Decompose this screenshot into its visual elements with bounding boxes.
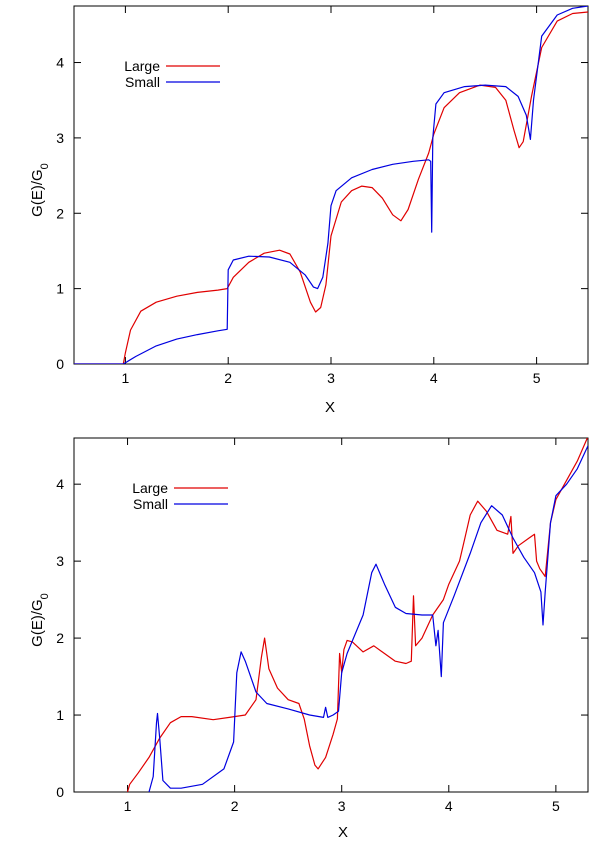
bottom-legend-label-small: Small [133, 496, 168, 512]
bottom-x-tick-label: 4 [445, 798, 453, 814]
top-x-tick-label: 5 [533, 370, 541, 386]
top-x-tick-label: 1 [122, 370, 130, 386]
top-series-large-line [74, 11, 588, 364]
top-x-tick-label: 3 [327, 370, 335, 386]
top-series-small-line [74, 6, 588, 364]
top-y-tick-label: 4 [56, 55, 64, 71]
bottom-series-large-line [126, 438, 588, 792]
bottom-x-axis-label: X [338, 824, 348, 841]
bottom-x-tick-label: 3 [338, 798, 346, 814]
bottom-y-tick-label: 2 [56, 630, 64, 646]
bottom-plot-frame [73, 437, 589, 793]
top-y-tick-label: 1 [56, 281, 64, 297]
bottom-y-tick-label: 3 [56, 553, 64, 569]
top-y-axis-label-subscript: 0 [39, 163, 51, 169]
bottom-legend-label-large: Large [132, 480, 168, 496]
bottom-x-tick-label: 5 [552, 798, 560, 814]
top-x-tick-label: 4 [430, 370, 438, 386]
bottom-y-axis-label: G(E)/G0 [29, 593, 51, 647]
top-legend-label-small: Small [125, 74, 160, 90]
top-legend-label-large: Large [124, 58, 160, 74]
top-y-tick-label: 2 [56, 205, 64, 221]
bottom-y-tick-label: 0 [56, 784, 64, 800]
top-x-tick-label: 2 [224, 370, 232, 386]
bottom-x-tick-label: 2 [231, 798, 239, 814]
top-x-axis-label: X [325, 399, 335, 416]
bottom-y-axis-label-subscript: 0 [39, 593, 51, 599]
bottom-series-small-line [148, 445, 588, 792]
bottom-y-tick-label: 1 [56, 707, 64, 723]
top-y-tick-label: 3 [56, 130, 64, 146]
top-y-tick-label: 0 [56, 356, 64, 372]
bottom-x-tick-label: 1 [124, 798, 132, 814]
bottom-y-tick-label: 4 [56, 476, 64, 492]
top-y-axis-label: G(E)/G0 [29, 163, 51, 217]
